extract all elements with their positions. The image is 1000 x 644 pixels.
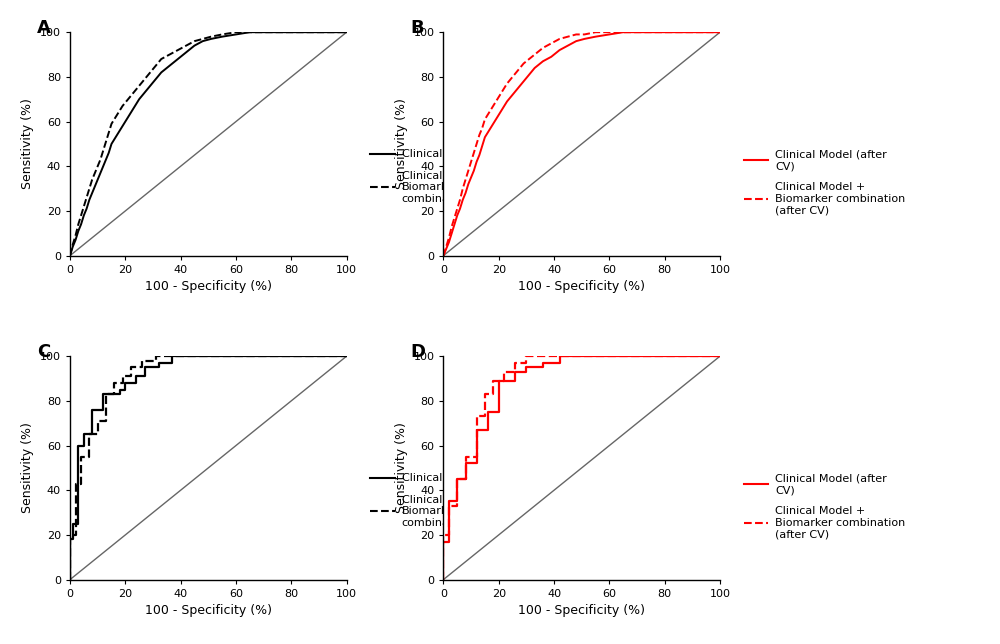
Y-axis label: Sensitivity (%): Sensitivity (%): [395, 99, 408, 189]
Y-axis label: Sensitivity (%): Sensitivity (%): [21, 422, 34, 513]
Text: A: A: [37, 19, 51, 37]
Legend: Clinical Model (after
CV), Clinical Model +
Biomarker combination
(after CV): Clinical Model (after CV), Clinical Mode…: [739, 469, 910, 544]
Text: D: D: [410, 343, 425, 361]
X-axis label: 100 - Specificity (%): 100 - Specificity (%): [145, 604, 272, 617]
Legend: Clinical Model (after
CV), Clinical Model +
Biomarker combination
(after CV): Clinical Model (after CV), Clinical Mode…: [739, 145, 910, 220]
X-axis label: 100 - Specificity (%): 100 - Specificity (%): [145, 280, 272, 293]
Y-axis label: Sensitivity (%): Sensitivity (%): [395, 422, 408, 513]
Legend: Clinical Model, Clinical Model +
Biomarker
combination: Clinical Model, Clinical Model + Biomark…: [366, 145, 496, 208]
Text: C: C: [37, 343, 50, 361]
Y-axis label: Sensitivity (%): Sensitivity (%): [21, 99, 34, 189]
X-axis label: 100 - Specificity (%): 100 - Specificity (%): [518, 604, 645, 617]
Text: B: B: [410, 19, 424, 37]
X-axis label: 100 - Specificity (%): 100 - Specificity (%): [518, 280, 645, 293]
Legend: Clinical Model, Clinical Model +
Biomarker
combination: Clinical Model, Clinical Model + Biomark…: [366, 469, 496, 532]
